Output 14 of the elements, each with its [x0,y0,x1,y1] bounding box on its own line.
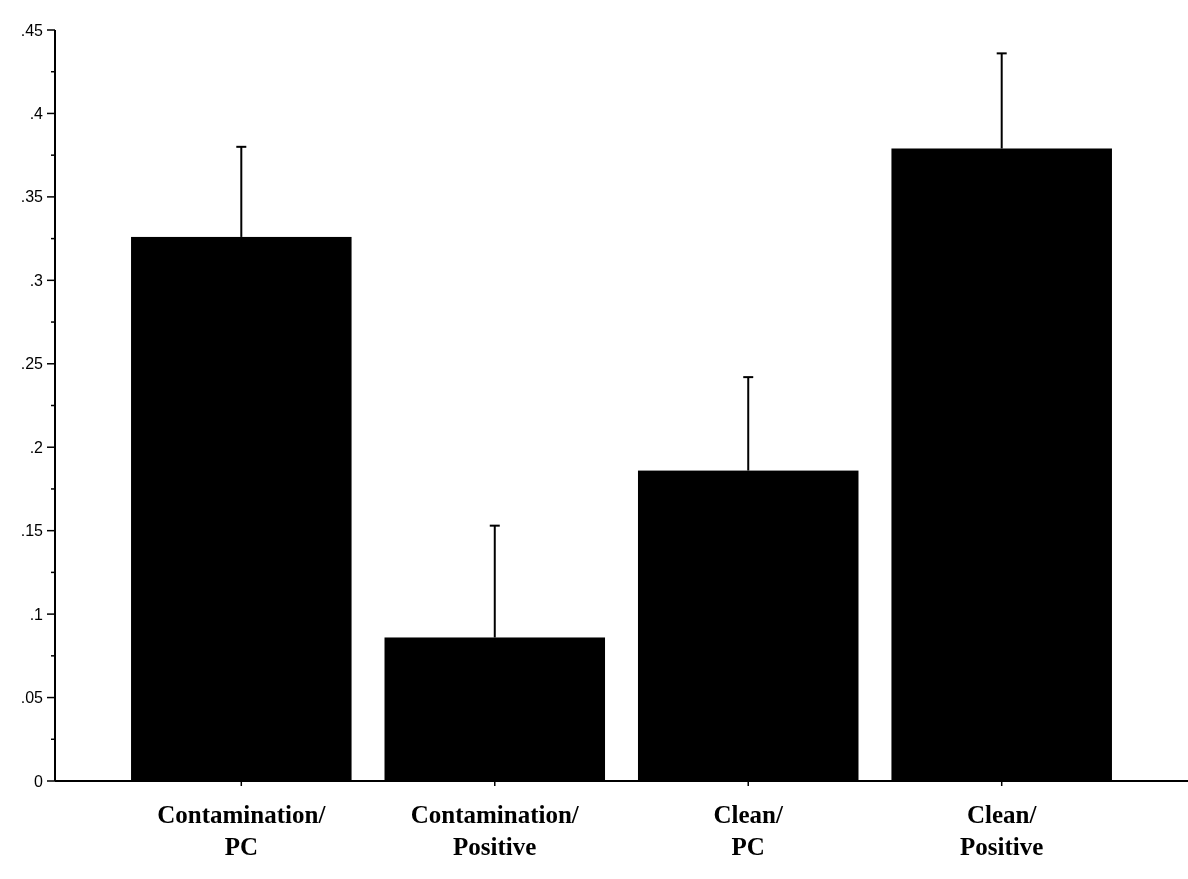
y-tick-label: .4 [29,105,44,123]
y-tick-label: .05 [20,689,44,707]
y-tick-label: .1 [29,605,44,623]
y-tick-label: .3 [29,271,44,289]
x-tick-label: Contamination/PC [157,801,327,860]
y-tick-label: .25 [20,355,44,373]
y-tick-label: .15 [20,522,44,540]
x-tick-label: Contamination/Positive [410,801,580,860]
x-tick-label: Clean/PC [713,801,785,860]
y-tick-label: .35 [20,188,44,206]
y-tick-label: 0 [34,772,44,790]
y-tick-label: .2 [29,438,44,456]
x-tick-label: Clean/Positive [960,801,1044,860]
y-tick-label: .45 [20,21,44,39]
